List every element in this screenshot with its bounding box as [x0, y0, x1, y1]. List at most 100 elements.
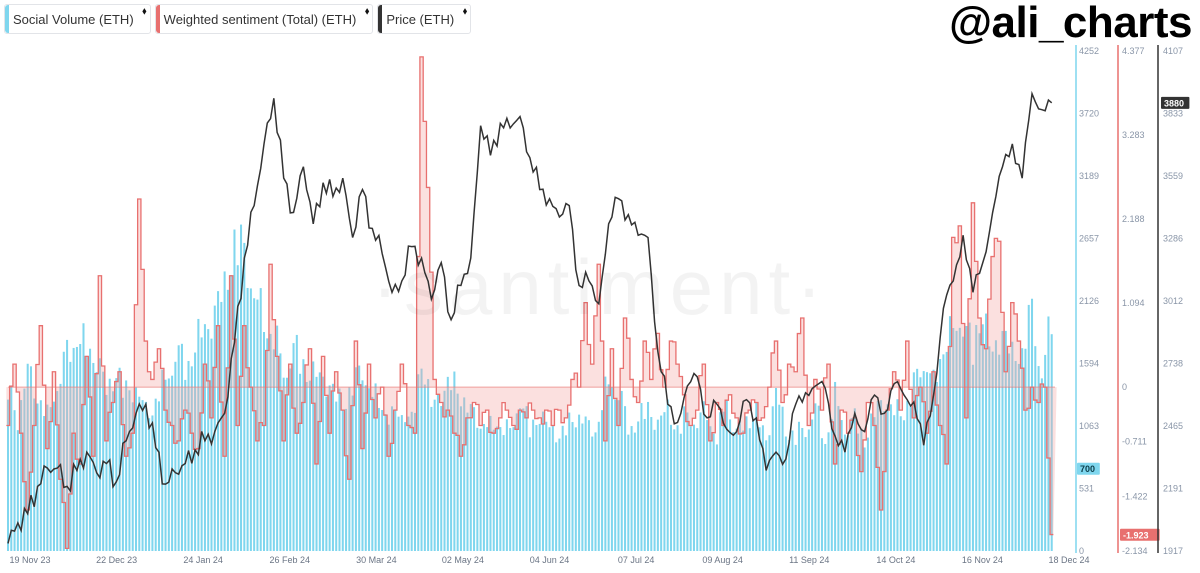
social-volume-bar [748, 428, 751, 551]
legend-item-weighted-sentiment[interactable]: Weighted sentiment (Total) (ETH) ⬧ [154, 4, 374, 34]
social-volume-bar [105, 394, 108, 551]
social-volume-bar [699, 412, 702, 551]
social-volume-bar [473, 407, 476, 551]
social-volume-tick-label: 1063 [1079, 421, 1099, 431]
social-volume-bar [489, 415, 492, 551]
social-volume-bar [1037, 366, 1040, 551]
social-volume-bar [49, 407, 52, 551]
price-tick-label: 1917 [1163, 546, 1183, 556]
social-volume-bar [505, 419, 508, 551]
social-volume-bar [574, 427, 577, 551]
social-volume-bar [830, 419, 833, 551]
social-volume-bar [633, 432, 636, 551]
sentiment-tick-label: 3.283 [1122, 130, 1145, 140]
social-volume-bar [922, 371, 925, 551]
social-volume-bar [39, 400, 42, 551]
social-volume-bar [43, 416, 46, 551]
sentiment-tick-label: 0 [1122, 382, 1127, 392]
social-volume-bar [791, 430, 794, 551]
social-volume-bar [52, 401, 55, 551]
social-volume-bar [863, 447, 866, 551]
social-volume-tick-label: 2126 [1079, 296, 1099, 306]
social-volume-bar [26, 363, 29, 551]
social-volume-bar [870, 413, 873, 551]
legend-item-price[interactable]: Price (ETH) ⬧ [377, 4, 472, 34]
social-volume-bar [134, 387, 138, 551]
social-volume-bar [423, 384, 426, 551]
social-volume-bar [82, 323, 85, 551]
social-volume-bar [899, 416, 902, 551]
social-volume-bar [328, 385, 331, 551]
social-volume-bar [647, 401, 650, 551]
social-volume-bar [978, 333, 981, 551]
social-volume-bar [538, 423, 541, 551]
social-volume-current-badge [1077, 462, 1100, 475]
social-volume-bar [880, 400, 883, 551]
sentiment-tick-label: -2.134 [1122, 546, 1148, 556]
legend-label-price: Price (ETH) [386, 11, 455, 27]
social-volume-bar [676, 425, 679, 551]
sentiment-tick-label: -0.711 [1122, 437, 1147, 447]
social-volume-bar [272, 349, 275, 551]
x-tick-label: 07 Jul 24 [618, 555, 655, 565]
social-volume-bar [341, 409, 344, 551]
x-tick-label: 26 Feb 24 [269, 555, 310, 565]
social-volume-bar [535, 425, 538, 551]
social-volume-bar [906, 400, 909, 551]
social-volume-bar [236, 265, 239, 551]
social-volume-bar [945, 351, 948, 551]
social-volume-bar [161, 369, 164, 551]
social-volume-bar [939, 359, 942, 551]
social-volume-bar [824, 443, 827, 551]
social-volume-bar [463, 397, 466, 551]
social-volume-bar [256, 299, 259, 551]
social-volume-bar [794, 444, 797, 551]
social-volume-bar [765, 440, 768, 551]
social-volume-tick-label: 3189 [1079, 171, 1099, 181]
social-volume-bar [607, 384, 610, 551]
legend: Social Volume (ETH) ⬧ Weighted sentiment… [4, 4, 472, 34]
social-volume-bar [545, 421, 548, 551]
social-volume-bar [72, 347, 75, 551]
social-volume-bar [594, 432, 597, 551]
social-volume-bar [197, 318, 200, 551]
social-volume-bar [952, 328, 955, 551]
social-volume-bar [131, 402, 134, 551]
social-volume-bar [886, 404, 889, 551]
social-volume-bar [650, 417, 653, 551]
social-volume-bar [177, 345, 180, 551]
social-volume-bar [1014, 360, 1017, 551]
x-axis-ticks: 19 Nov 23 22 Dec 23 24 Jan 24 26 Feb 24 30 M… [9, 555, 1089, 565]
social-volume-bar [121, 397, 124, 551]
social-volume-bar [351, 395, 354, 551]
social-volume-bar [433, 399, 436, 551]
social-volume-bar [98, 358, 101, 551]
social-volume-bar [712, 433, 715, 551]
price-current-badge [1161, 96, 1190, 109]
social-volume-bar [384, 414, 387, 551]
social-volume-bar [706, 420, 709, 551]
social-volume-bar [459, 406, 462, 551]
x-tick-label: 04 Jun 24 [530, 555, 570, 565]
social-volume-bar [89, 348, 92, 551]
social-volume-bar [151, 415, 154, 551]
social-volume-bar [955, 330, 958, 551]
social-volume-bar [673, 429, 676, 551]
social-volume-bar [801, 428, 804, 551]
social-volume-bar [289, 368, 292, 551]
social-volume-bar [10, 385, 13, 551]
social-volume-bar [400, 415, 403, 551]
social-volume-bar [551, 426, 554, 551]
social-volume-bar [919, 377, 922, 551]
x-tick-label: 14 Oct 24 [876, 555, 915, 565]
social-volume-bar [958, 327, 961, 551]
social-volume-bar [656, 419, 659, 551]
social-volume-bar [965, 326, 968, 551]
social-volume-bar [597, 421, 600, 551]
social-volume-bar [883, 411, 886, 551]
social-volume-bar [578, 414, 581, 551]
x-tick-label: 11 Sep 24 [789, 555, 829, 565]
legend-item-social-volume[interactable]: Social Volume (ETH) ⬧ [4, 4, 151, 34]
social-volume-bar [896, 399, 899, 551]
social-volume-bar [502, 435, 505, 551]
